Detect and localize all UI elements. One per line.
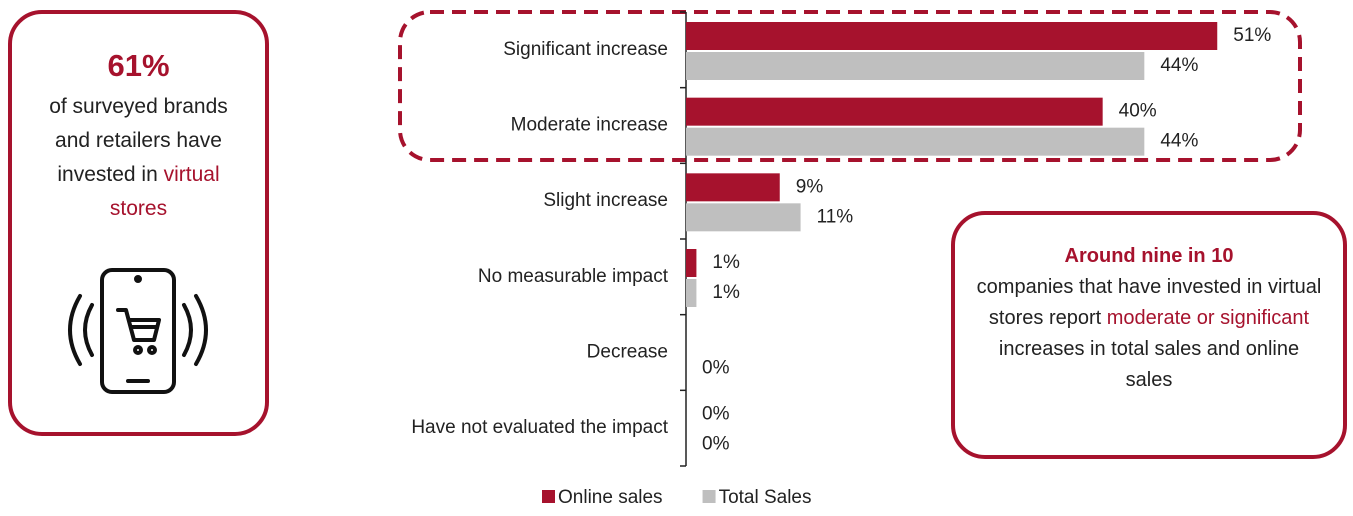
category-label: Significant increase: [503, 39, 668, 60]
highlight: moderate or significant: [1106, 307, 1310, 329]
value-label: 0%: [702, 358, 730, 379]
bar: [686, 127, 1145, 156]
value-label: 40%: [1119, 101, 1157, 122]
text: increases in total sales and online sale…: [998, 338, 1300, 391]
bar: [686, 203, 801, 232]
text: companies that have invested in virtual …: [976, 276, 1322, 329]
left-callout: 61% of surveyed brands and retailers hav…: [8, 10, 269, 436]
legend-label: Online sales: [558, 487, 663, 508]
highlight: virtual stores: [109, 163, 220, 220]
bar: [686, 279, 697, 307]
stat: 61%: [107, 48, 170, 83]
heading: Around nine in 10: [1064, 245, 1234, 267]
value-label: 0%: [702, 403, 730, 424]
bar: [686, 173, 780, 202]
category-label: Slight increase: [543, 190, 668, 211]
legend-swatch: [702, 490, 716, 503]
bar: [686, 249, 697, 277]
highlight-frame: [398, 10, 1302, 162]
stat-text: of surveyed brands and retailers have in…: [39, 90, 239, 226]
value-label: 0%: [702, 433, 730, 454]
value-label: 51%: [1233, 25, 1271, 46]
value-label: 1%: [712, 252, 740, 273]
category-label: Moderate increase: [511, 115, 668, 136]
value-label: 44%: [1160, 131, 1198, 152]
bar: [686, 22, 1218, 50]
right-callout: Around nine in 10 companies that have in…: [951, 211, 1347, 459]
category-label: Decrease: [587, 342, 668, 363]
value-label: 44%: [1160, 55, 1198, 76]
text: of surveyed brands and retailers have in…: [49, 95, 228, 186]
category-label: No measurable impact: [478, 266, 669, 287]
value-label: 11%: [817, 206, 854, 227]
legend-label: Total Sales: [719, 487, 812, 508]
bar: [686, 52, 1145, 80]
bar: [686, 97, 1103, 126]
value-label: 9%: [796, 176, 824, 197]
value-label: 1%: [712, 282, 740, 303]
legend-swatch: [542, 490, 555, 503]
category-label: Have not evaluated the impact: [411, 417, 668, 438]
callout-text: companies that have invested in virtual …: [973, 272, 1325, 396]
phone-icon: [68, 268, 208, 394]
